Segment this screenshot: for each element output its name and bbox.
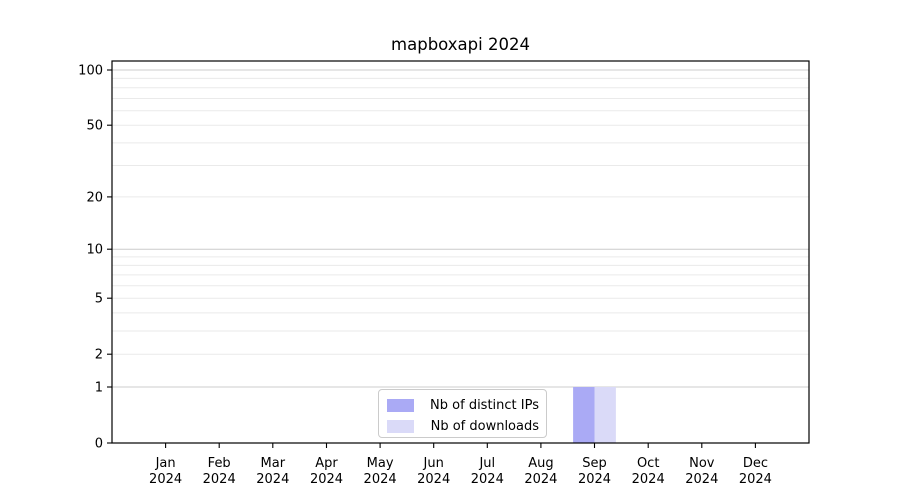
x-tick-label-year: 2024 bbox=[203, 472, 236, 487]
x-tick-label-month: Nov bbox=[689, 456, 715, 471]
x-tick-label-year: 2024 bbox=[632, 472, 665, 487]
x-tick-label-year: 2024 bbox=[685, 472, 718, 487]
y-tick-label: 1 bbox=[95, 381, 103, 396]
x-tick-label-year: 2024 bbox=[417, 472, 450, 487]
x-tick-label-year: 2024 bbox=[471, 472, 504, 487]
axes-spines bbox=[111, 60, 810, 444]
x-tick-label-month: Dec bbox=[743, 456, 768, 471]
legend-label-distinct-ips: Nb of distinct IPs bbox=[430, 398, 539, 413]
legend-label-downloads: Nb of downloads bbox=[430, 419, 539, 434]
y-tick-label: 50 bbox=[86, 119, 103, 134]
legend-swatch-downloads bbox=[387, 420, 414, 433]
y-tick-label: 5 bbox=[95, 292, 103, 307]
x-tick-label-month: Oct bbox=[637, 456, 659, 471]
legend: Nb of distinct IPs Nb of downloads bbox=[378, 389, 547, 438]
y-tick-label: 100 bbox=[78, 64, 103, 79]
x-tick-label-month: Aug bbox=[528, 456, 553, 471]
x-tick-label-month: Jul bbox=[478, 456, 495, 471]
x-tick-label-month: Jun bbox=[423, 456, 444, 471]
legend-item-downloads: Nb of downloads bbox=[387, 416, 539, 437]
x-tick-label-month: Feb bbox=[208, 456, 231, 471]
y-tick-label: 20 bbox=[86, 190, 103, 205]
x-tick-label-year: 2024 bbox=[524, 472, 557, 487]
x-tick-label-year: 2024 bbox=[310, 472, 343, 487]
y-tick-label: 0 bbox=[95, 437, 103, 452]
x-tick-label-year: 2024 bbox=[578, 472, 611, 487]
bar-sep-s1 bbox=[594, 387, 616, 443]
bar-sep-s0 bbox=[573, 387, 595, 443]
x-tick-label-month: Apr bbox=[315, 456, 338, 471]
x-tick-label-year: 2024 bbox=[364, 472, 397, 487]
x-tick-label-month: Sep bbox=[582, 456, 607, 471]
x-tick-label-month: Jan bbox=[155, 456, 176, 471]
x-tick-label-month: Mar bbox=[261, 456, 286, 471]
legend-item-distinct-ips: Nb of distinct IPs bbox=[387, 395, 539, 416]
x-tick-label-year: 2024 bbox=[256, 472, 289, 487]
legend-swatch-distinct-ips bbox=[387, 399, 414, 412]
y-tick-label: 2 bbox=[95, 348, 103, 363]
x-tick-label-year: 2024 bbox=[739, 472, 772, 487]
y-tick-label: 10 bbox=[86, 243, 103, 258]
x-tick-label-month: May bbox=[367, 456, 394, 471]
x-tick-label-year: 2024 bbox=[149, 472, 182, 487]
chart-title: mapboxapi 2024 bbox=[391, 35, 530, 54]
